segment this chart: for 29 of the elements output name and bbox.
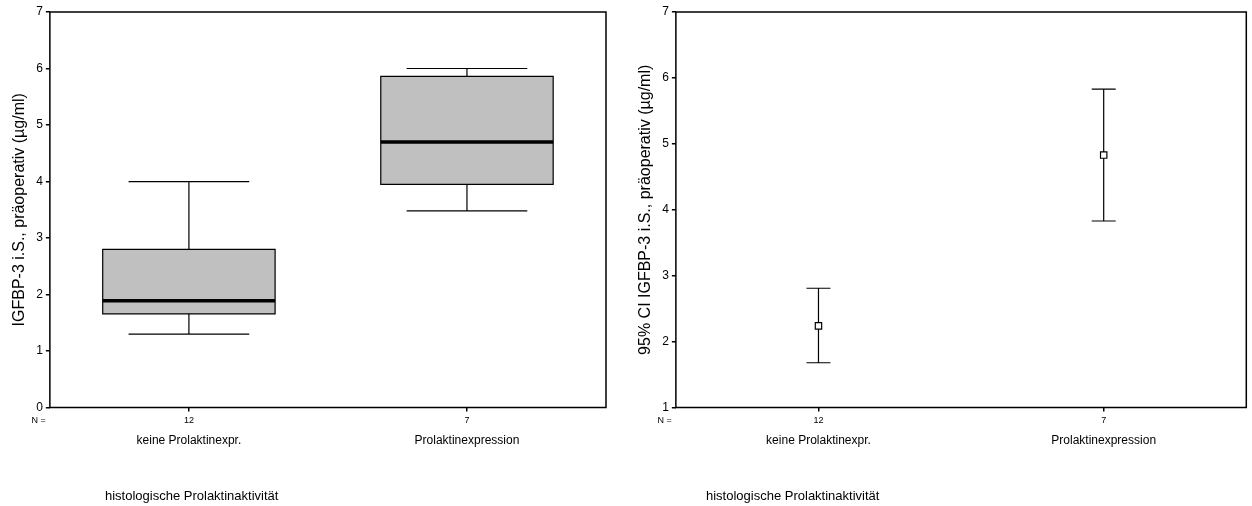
y-tick-label: 1 <box>662 399 670 414</box>
text: 7 <box>1101 414 1107 425</box>
x-tick-label: Prolaktinexpression <box>1051 433 1157 448</box>
x-tick-label: Prolaktinexpression <box>414 433 520 448</box>
x-tick-label: keine Prolaktinexpr. <box>766 433 871 448</box>
text: 7 <box>464 414 470 425</box>
text: 12 <box>183 414 194 425</box>
y-tick-label: 5 <box>36 117 44 132</box>
text: N = <box>31 414 46 425</box>
text: 12 <box>813 414 824 425</box>
x-tick-label: keine Prolaktinexpr. <box>136 433 242 448</box>
y-tick-label: 1 <box>36 343 44 358</box>
y-tick-label: 2 <box>662 333 670 348</box>
x-axis-title: histologische Prolaktinaktivität <box>105 488 279 503</box>
y-tick-label: 2 <box>36 286 44 301</box>
y-tick-label: 5 <box>662 136 670 151</box>
y-tick-label: 6 <box>36 60 44 75</box>
y-tick-label: 7 <box>36 4 44 19</box>
y-tick-label: 4 <box>662 202 670 217</box>
y-tick-label: 4 <box>36 173 44 188</box>
x-axis-title: histologische Prolaktinaktivität <box>706 488 880 503</box>
y-tick-label: 0 <box>36 399 44 414</box>
text: N = <box>657 414 672 425</box>
y-tick-label: 6 <box>662 70 670 85</box>
y-tick-label: 7 <box>662 4 670 19</box>
y-tick-label: 3 <box>36 230 44 245</box>
y-tick-label: 3 <box>662 268 670 283</box>
y-axis-title: 95% CI IGFBP-3 i.S., präoperativ (µg/ml) <box>636 64 654 355</box>
y-axis-title: IGFBP-3 i.S., präoperativ (µg/ml) <box>10 93 28 327</box>
